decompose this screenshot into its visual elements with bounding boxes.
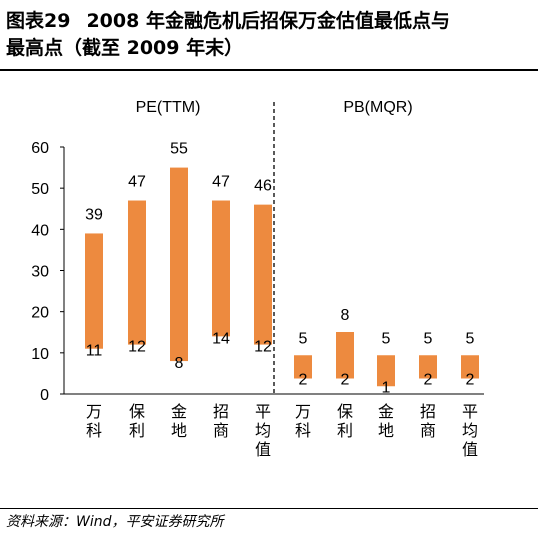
y-tick-label: 10 [31, 346, 49, 363]
pe-category-label: 保利 [129, 403, 145, 440]
y-tick-label: 30 [31, 264, 49, 281]
pb-category-label: 保利 [337, 403, 353, 440]
pe-low-label: 12 [254, 339, 272, 356]
pb-category-label: 万科 [295, 404, 311, 440]
figure-number: 图表29 [6, 10, 71, 32]
pe-high-label: 55 [170, 141, 188, 158]
title-divider [0, 69, 538, 71]
y-tick-label: 50 [31, 181, 49, 198]
pe-category-label: 万科 [86, 404, 102, 440]
pb-high-label: 5 [466, 330, 475, 347]
y-tick-label: 0 [40, 387, 49, 404]
pb-range-bar [294, 355, 312, 379]
pb-range-bar [461, 355, 479, 379]
pb-high-label: 5 [424, 330, 433, 347]
pe-range-bar [212, 200, 230, 337]
pb-category-label: 平均值 [462, 404, 478, 459]
bars-layer [85, 167, 479, 387]
pe-high-label: 46 [254, 178, 272, 195]
pb-range-bar [419, 355, 437, 379]
pb-panel-title: PB(MQR) [343, 99, 412, 116]
pb-low-label: 2 [466, 372, 475, 389]
y-tick-label: 40 [31, 222, 49, 239]
y-tick-label: 60 [31, 140, 49, 157]
pe-panel-title: PE(TTM) [136, 99, 201, 116]
pe-low-label: 11 [86, 343, 103, 360]
pb-high-label: 5 [382, 330, 391, 347]
title-line-2: 最高点（截至 2009 年末） [6, 37, 244, 59]
pe-category-label: 平均值 [255, 404, 271, 459]
axis-layer [60, 102, 484, 395]
source-note: 资料来源：Wind，平安证券研究所 [6, 514, 224, 530]
title-line-1: 2008 年金融危机后招保万金估值最低点与 [86, 10, 450, 32]
pe-low-label: 12 [128, 339, 146, 356]
source-divider [0, 508, 538, 509]
pb-high-label: 5 [299, 330, 308, 347]
chart-title: 图表29 2008 年金融危机后招保万金估值最低点与 最高点（截至 2009 年末… [6, 8, 532, 62]
pe-category-label: 招商 [213, 403, 229, 440]
pe-high-label: 47 [128, 174, 146, 191]
pe-range-bar [170, 167, 188, 362]
pb-range-bar [377, 355, 395, 387]
pe-category-label: 金地 [171, 403, 187, 440]
pb-category-label: 金地 [378, 403, 394, 440]
pe-high-label: 39 [85, 206, 103, 223]
pe-low-label: 8 [175, 355, 184, 372]
pb-category-label: 招商 [420, 403, 436, 440]
pe-range-bar [254, 204, 272, 345]
pb-range-bar [336, 332, 354, 379]
pe-range-bar [85, 233, 103, 349]
pe-high-label: 47 [212, 174, 230, 191]
pe-range-bar [128, 200, 146, 345]
y-tick-label: 20 [31, 305, 49, 322]
pb-low-label: 1 [382, 379, 391, 396]
pe-low-label: 14 [212, 330, 230, 347]
pb-low-label: 2 [299, 372, 308, 389]
pb-low-label: 2 [424, 372, 433, 389]
pb-high-label: 8 [341, 307, 350, 324]
pb-low-label: 2 [341, 372, 350, 389]
